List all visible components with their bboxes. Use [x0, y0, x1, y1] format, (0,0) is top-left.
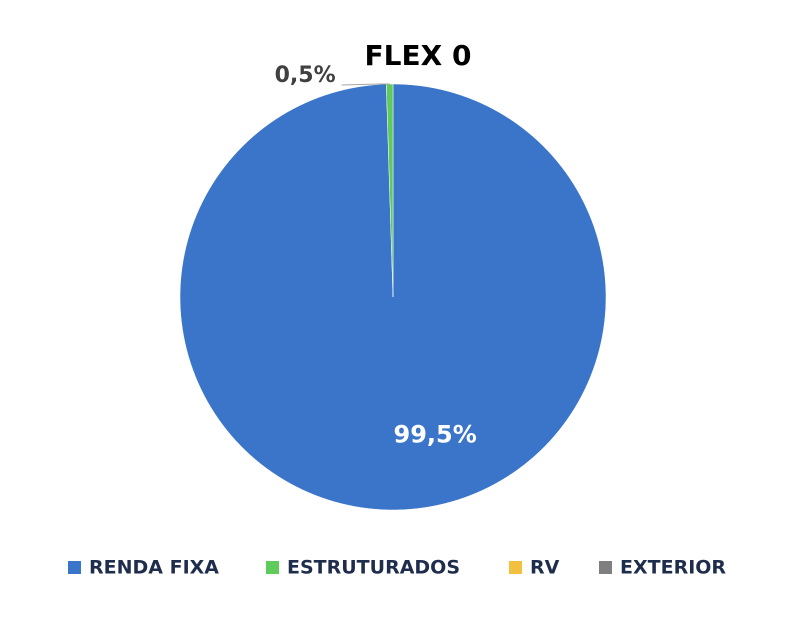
- value-label: 0,5%: [275, 63, 336, 88]
- leader-line: [341, 83, 390, 86]
- legend-label: RV: [530, 557, 560, 579]
- legend-label: ESTRUTURADOS: [287, 557, 460, 579]
- chart-title: FLEX 0: [365, 39, 472, 72]
- legend-swatch: [599, 561, 612, 574]
- value-label: 99,5%: [394, 420, 477, 448]
- legend-swatch: [509, 561, 522, 574]
- legend-swatch: [68, 561, 81, 574]
- legend-label: RENDA FIXA: [89, 557, 219, 579]
- legend-swatch: [266, 561, 279, 574]
- legend-label: EXTERIOR: [620, 557, 726, 579]
